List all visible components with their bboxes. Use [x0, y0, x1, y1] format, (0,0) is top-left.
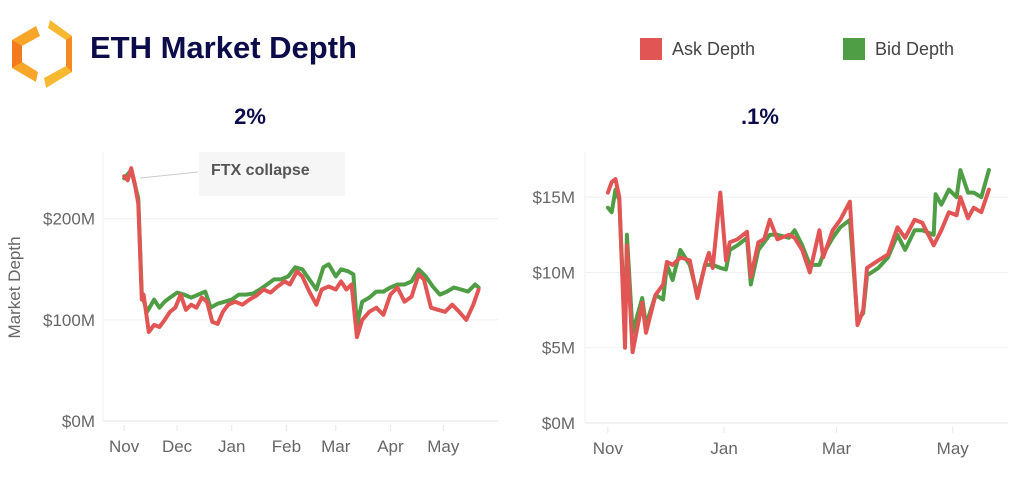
legend-ask-swatch — [640, 38, 662, 60]
page-title: ETH Market Depth — [90, 30, 357, 65]
x-tick-label: Mar — [822, 439, 852, 458]
x-tick-label: Nov — [109, 437, 140, 456]
x-tick-label: Mar — [321, 437, 351, 456]
ftx-annotation: FTX collapse — [199, 152, 345, 196]
x-tick-label: May — [427, 437, 460, 456]
x-tick-label: Nov — [593, 439, 624, 458]
y-tick-label: $10M — [532, 263, 575, 282]
legend-bid-label: Bid Depth — [875, 38, 955, 59]
series-ask-depth-01pct — [605, 177, 991, 355]
series-bid-depth-2pct — [122, 168, 481, 327]
y-tick-label: $5M — [542, 339, 575, 358]
x-tick-label: Apr — [377, 437, 404, 456]
x-tick-label: Jan — [218, 437, 245, 456]
x-tick-label: Jan — [710, 439, 737, 458]
logo-right-bracket — [44, 20, 72, 88]
series-ask-depth-2pct — [122, 166, 481, 340]
logo-left-bracket — [12, 26, 40, 82]
y-tick-label: $0M — [62, 412, 95, 431]
logo-accent-right — [66, 36, 72, 72]
legend-ask-label: Ask Depth — [672, 38, 756, 59]
logo — [12, 20, 72, 88]
y-tick-label: $200M — [43, 210, 95, 229]
y-axis-label: Market Depth — [5, 236, 24, 338]
x-tick-label: Feb — [272, 437, 301, 456]
y-tick-label: $100M — [43, 311, 95, 330]
chart-title-01pct: .1% — [741, 104, 779, 129]
x-tick-label: Dec — [162, 437, 193, 456]
legend-bid-swatch — [843, 38, 865, 60]
logo-accent — [12, 40, 22, 68]
chart-title-2pct: 2% — [234, 104, 266, 129]
series-bid-depth-01pct — [605, 168, 991, 335]
x-tick-label: May — [937, 439, 970, 458]
annotation-leader-line — [140, 171, 199, 179]
legend-ask: Ask Depth — [640, 38, 755, 60]
y-tick-label: $15M — [532, 188, 575, 207]
legend-bid: Bid Depth — [843, 38, 954, 60]
y-tick-label: $0M — [542, 414, 575, 433]
